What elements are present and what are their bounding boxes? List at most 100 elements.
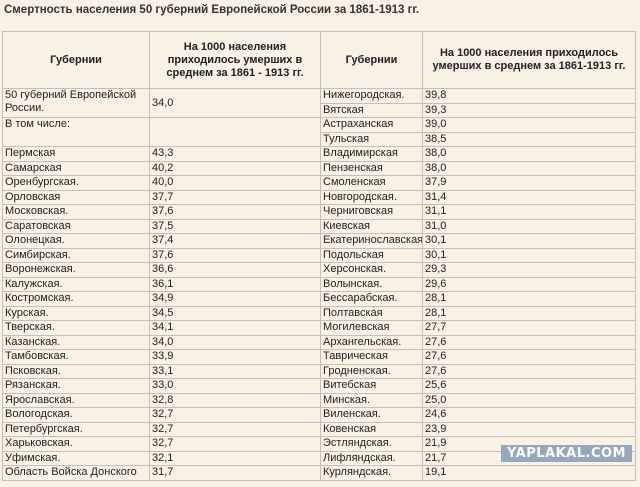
right-province-name: Ковенская xyxy=(320,421,423,437)
right-mortality-value: 38,5 xyxy=(422,131,636,147)
table-row: Калужская. 36,1 Волынская. 29,6 xyxy=(2,276,636,292)
header-left-name: Губернии xyxy=(2,31,150,89)
table-row: Тверская. 34,1 Могилевская 27,7 xyxy=(2,320,636,336)
left-mortality-value: 33,1 xyxy=(149,363,321,379)
left-mortality-value: 32,7 xyxy=(149,436,321,452)
table-row: Саратовская 37,5 Киевская 31,0 xyxy=(2,218,636,234)
right-province-name: Гродненская. xyxy=(320,363,423,379)
right-province-name: Пензенская xyxy=(320,160,423,176)
left-mortality-value: 43,3 xyxy=(149,146,321,162)
right-mortality-value: 25,0 xyxy=(422,392,636,408)
right-province-name: Смоленская xyxy=(320,175,423,191)
right-mortality-value: 27,6 xyxy=(422,363,636,379)
right-province-name: Полтавская xyxy=(320,305,423,321)
right-mortality-value: 31,4 xyxy=(422,189,636,205)
table-row: Ярославская. 32,8 Минская. 25,0 xyxy=(2,392,636,408)
right-province-name: Могилевская xyxy=(320,320,423,336)
right-province-name: Виленская. xyxy=(320,407,423,423)
left-province-name: Воронежская. xyxy=(2,262,150,278)
left-province-name: Саратовская xyxy=(2,218,150,234)
mortality-table: Губернии На 1000 населения приходилось у… xyxy=(2,31,636,481)
left-province-name: Самарская xyxy=(2,160,150,176)
right-province-name: Волынская. xyxy=(320,276,423,292)
left-mortality-value: 32,8 xyxy=(149,392,321,408)
right-mortality-value: 19,1 xyxy=(422,465,636,481)
header-left-value: На 1000 населения приходилось умерших в … xyxy=(149,31,321,89)
right-province-name: Минская. xyxy=(320,392,423,408)
right-province-name: Лифляндская. xyxy=(320,450,423,466)
table-row: Оренбургская. 40,0 Смоленская 37,9 xyxy=(2,175,636,191)
table-row: Костромская. 34,9 Бессарабская. 28,1 xyxy=(2,291,636,307)
right-province-name: Астраханская xyxy=(320,117,423,133)
left-mortality-value: 31,7 xyxy=(149,465,321,481)
right-province-name: Курляндская. xyxy=(320,465,423,481)
right-mortality-value: 39,0 xyxy=(422,117,636,133)
table-title: Смертность населения 50 губерний Европей… xyxy=(4,4,420,16)
left-province-name: Московская. xyxy=(2,204,150,220)
table-row: Воронежская. 36,6 Херсонская. 29,3 xyxy=(2,262,636,278)
left-province-name: Тверская. xyxy=(2,320,150,336)
right-province-name: Архангельская. xyxy=(320,334,423,350)
left-province-name: Псковская. xyxy=(2,363,150,379)
subheader-value xyxy=(149,117,321,147)
right-province-name: Таврическая xyxy=(320,349,423,365)
right-mortality-value: 27,6 xyxy=(422,334,636,350)
header-row: Губернии На 1000 населения приходилось у… xyxy=(2,31,636,89)
table-row: Олонецкая. 37,4 Екатеринославская. 30,1 xyxy=(2,233,636,249)
left-province-name: Рязанская. xyxy=(2,378,150,394)
right-mortality-value: 37,9 xyxy=(422,175,636,191)
right-province-name: Нижегородская. xyxy=(320,88,423,104)
subheader-label: В том числе: xyxy=(2,117,150,147)
right-mortality-value: 31,0 xyxy=(422,218,636,234)
left-mortality-value: 34,9 xyxy=(149,291,321,307)
right-province-name: Владимирская xyxy=(320,146,423,162)
right-mortality-value: 38,0 xyxy=(422,160,636,176)
right-mortality-value: 29,6 xyxy=(422,276,636,292)
table-body: 50 губерний Европейской России. 34,0 Нижег… xyxy=(2,88,636,481)
table-row: Тульская 38,5 xyxy=(3,131,636,147)
left-mortality-value: 40,2 xyxy=(149,160,321,176)
right-mortality-value: 31,1 xyxy=(422,204,636,220)
left-mortality-value: 33,0 xyxy=(149,378,321,394)
left-province-name: Симбирская. xyxy=(2,247,150,263)
right-mortality-value: 29,3 xyxy=(422,262,636,278)
left-mortality-value: 32,7 xyxy=(149,421,321,437)
table-row: Пермская 43,3 Владимирская 38,0 xyxy=(2,146,636,162)
right-mortality-value: 23,9 xyxy=(422,421,636,437)
right-province-name: Вятская xyxy=(320,102,423,118)
table-row: Симбирская. 37,6 Подольская 30,1 xyxy=(2,247,636,263)
right-mortality-value: 27,6 xyxy=(422,349,636,365)
right-province-name: Киевская xyxy=(320,218,423,234)
left-province-name: Область Войска Донского xyxy=(2,465,150,481)
table-row: Псковская. 33,1 Гродненская. 27,6 xyxy=(2,363,636,379)
table-row: Курская. 34,5 Полтавская 28,1 xyxy=(2,305,636,321)
left-mortality-value: 34,1 xyxy=(149,320,321,336)
table-row: В том числе: Астраханская 39,0 xyxy=(2,117,636,147)
left-mortality-value: 37,6 xyxy=(149,204,321,220)
right-province-name: Эстляндская. xyxy=(320,436,423,452)
table-row: Рязанская. 33,0 Витебская 25,6 xyxy=(2,378,636,394)
total-label: 50 губерний Европейской России. xyxy=(2,88,150,118)
right-mortality-value: 24,6 xyxy=(422,407,636,423)
table-row: Орловская 37,7 Новгородская. 31,4 xyxy=(2,189,636,205)
left-province-name: Орловская xyxy=(2,189,150,205)
left-mortality-value: 32,1 xyxy=(149,450,321,466)
left-mortality-value: 37,7 xyxy=(149,189,321,205)
header-right-value: На 1000 населения приходилось умерших в … xyxy=(422,31,636,89)
watermark: YAPLAKAL.COM xyxy=(501,445,632,462)
left-province-name: Вологодская. xyxy=(2,407,150,423)
table-row: 50 губерний Европейской России. 34,0 Нижег… xyxy=(2,88,636,118)
left-mortality-value: 40,0 xyxy=(149,175,321,191)
right-mortality-value: 30,1 xyxy=(422,233,636,249)
table-row: Тамбовская. 33,9 Таврическая 27,6 xyxy=(2,349,636,365)
left-mortality-value: 37,6 xyxy=(149,247,321,263)
right-mortality-value: 28,1 xyxy=(422,305,636,321)
left-province-name: Калужская. xyxy=(2,276,150,292)
left-mortality-value: 34,5 xyxy=(149,305,321,321)
table-row: Область Войска Донского 31,7 Курляндская. 1… xyxy=(2,465,636,481)
right-mortality-value: 28,1 xyxy=(422,291,636,307)
left-province-name: Казанская. xyxy=(2,334,150,350)
right-province-name: Новгородская. xyxy=(320,189,423,205)
right-province-name: Черниговская xyxy=(320,204,423,220)
left-province-name: Тамбовская. xyxy=(2,349,150,365)
